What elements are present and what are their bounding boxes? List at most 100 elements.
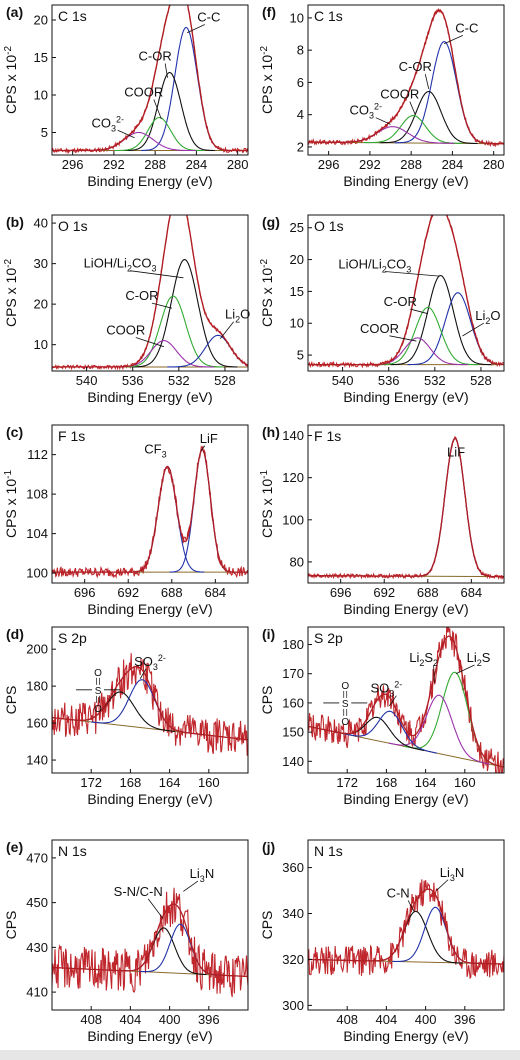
panel-title: C 1s	[314, 8, 343, 24]
label-leader	[183, 880, 199, 892]
x-tick-label: 284	[442, 157, 464, 172]
y-tick-label: 140	[282, 754, 304, 769]
y-tick-label: 410	[26, 985, 48, 1000]
fit-component-2	[124, 71, 215, 152]
y-tick-label: 450	[26, 895, 48, 910]
panel-letter: (f)	[262, 4, 276, 20]
peak-label: C-OR	[125, 288, 158, 303]
y-tick-label: 2	[297, 139, 304, 154]
x-tick-label: 536	[122, 373, 144, 388]
x-axis-label: Binding Energy (eV)	[87, 601, 212, 617]
y-tick-label: 100	[26, 566, 48, 581]
plot-frame	[51, 626, 249, 774]
label-leader	[436, 879, 449, 891]
panel-letter: (h)	[262, 424, 280, 440]
peak-label: C-OR	[384, 294, 417, 309]
plot-frame	[307, 214, 505, 372]
peak-label: CO32-	[350, 102, 383, 121]
panel-letter: (d)	[6, 626, 24, 642]
y-axis-label: CPS x 10-2	[259, 259, 275, 327]
peak-label: Li3N	[440, 865, 465, 883]
x-tick-label: 172	[80, 775, 102, 790]
x-tick-label: 160	[198, 775, 220, 790]
fit-component-1	[390, 274, 492, 366]
x-tick-label: 280	[227, 157, 249, 172]
y-tick-label: 470	[26, 850, 48, 865]
y-tick-label: 160	[282, 695, 304, 710]
x-tick-label: 408	[80, 1012, 102, 1027]
panel-title: S 2p	[58, 630, 87, 646]
label-leader	[200, 445, 206, 451]
y-tick-label: 180	[282, 637, 304, 652]
x-tick-label: 528	[470, 373, 492, 388]
envelope-fit-line	[308, 437, 504, 578]
peak-label: Li2S2	[409, 650, 438, 668]
fit-component-4	[167, 334, 248, 368]
y-tick-label: 5	[297, 348, 304, 363]
panel-e: 408 404 400 396 410 430 450 470 Binding Energy (…	[3, 839, 249, 1044]
plot-frame	[307, 4, 505, 156]
label-leader	[455, 664, 475, 675]
x-tick-label: 404	[376, 1012, 398, 1027]
panel-h: 696 692 688 684 80 100 120 140 Binding Energy (e…	[259, 424, 505, 617]
y-tick-label: 25	[290, 220, 304, 235]
fit-component-1	[131, 259, 238, 368]
peak-label: C-N	[387, 885, 410, 900]
label-leader	[186, 24, 205, 34]
fit-component-2	[122, 295, 224, 368]
x-tick-label: 396	[198, 1012, 220, 1027]
y-tick-label: 4	[297, 107, 304, 122]
x-tick-label: 400	[159, 1012, 181, 1027]
x-tick-label: 288	[400, 157, 422, 172]
panel-letter: (g)	[262, 214, 280, 230]
label-leader	[410, 308, 429, 315]
x-tick-label: 688	[161, 585, 183, 600]
fit-component-3	[113, 340, 215, 368]
y-axis-label: CPS x 10-2	[3, 259, 19, 327]
x-tick-label: 164	[159, 775, 181, 790]
panel-title: F 1s	[314, 428, 341, 444]
peak-label: Li3N	[190, 866, 215, 884]
peak-label: COOR	[124, 85, 163, 100]
panel-j: 408 404 400 396 300 320 340 360 Binding Energy (…	[259, 839, 505, 1044]
label-leader	[164, 63, 168, 78]
peak-label: CF3	[144, 442, 166, 460]
x-tick-label: 160	[454, 775, 476, 790]
fit-component-1	[130, 465, 205, 573]
plot-frame	[51, 839, 249, 1011]
envelope-fit-line	[52, 5, 248, 152]
envelope-fit-line	[52, 665, 248, 741]
y-tick-label: 140	[282, 428, 304, 443]
x-tick-label: 296	[62, 157, 84, 172]
peak-label: CO32-	[91, 114, 124, 133]
peak-label: C-OR	[139, 49, 172, 64]
fit-component-2	[379, 90, 478, 145]
peak-label: SO32-	[370, 680, 402, 699]
raw-data-line	[52, 653, 248, 756]
label-leader	[409, 101, 416, 115]
y-tick-label: 30	[34, 256, 48, 271]
x-tick-label: 292	[103, 157, 125, 172]
y-axis-label: CPS x 10-2	[259, 46, 275, 114]
peak-label: COOR	[106, 323, 145, 338]
x-tick-label: 532	[424, 373, 446, 388]
label-leader	[220, 321, 234, 339]
plot-frame	[307, 839, 505, 1011]
x-axis-label: Binding Energy (eV)	[343, 791, 468, 807]
y-tick-label: 10	[34, 88, 48, 103]
fit-component-3	[377, 306, 479, 366]
x-tick-label: 288	[144, 157, 166, 172]
fit-component-3	[363, 115, 463, 144]
y-tick-label: 6	[297, 75, 304, 90]
y-axis-label: CPS x 10-1	[3, 470, 19, 538]
peak-label: COOR	[380, 87, 419, 102]
plot-frame	[307, 626, 505, 774]
plot-frame	[51, 214, 249, 372]
x-tick-label: 296	[318, 157, 340, 172]
x-tick-label: 164	[415, 775, 437, 790]
panel-letter: (c)	[6, 424, 23, 440]
y-axis-label: CPS	[3, 911, 19, 940]
y-tick-label: 100	[282, 512, 304, 527]
label-leader	[117, 129, 135, 139]
